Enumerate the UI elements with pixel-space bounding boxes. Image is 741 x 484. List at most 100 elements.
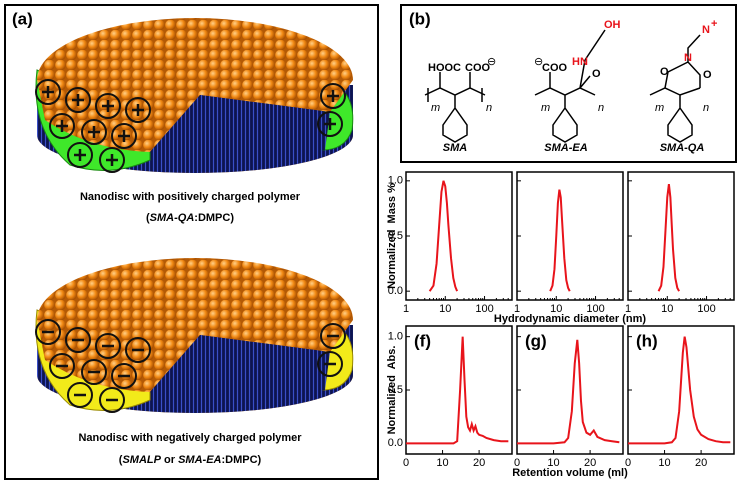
y-axis-label: Normalized Abs.	[386, 346, 398, 435]
panel-a-frame	[4, 4, 379, 480]
atom: HN	[572, 56, 588, 68]
charge-ring	[81, 119, 107, 145]
caption: Nanodisc with negatively charged polymer	[78, 432, 302, 444]
plot-frame	[516, 171, 624, 301]
caption-part: SMA-EA	[178, 454, 221, 466]
chart: 1 10 100	[514, 171, 624, 315]
charge-ring	[111, 363, 137, 389]
atom: N	[684, 52, 692, 64]
x-axis-label: Retention volume (ml)	[512, 467, 628, 479]
plot-frame	[627, 171, 735, 301]
caption-part: (	[146, 212, 150, 224]
cut-face	[150, 95, 330, 170]
caption-part: SMA-QA	[150, 212, 195, 224]
charge-ring	[67, 142, 93, 168]
atom: O	[703, 69, 712, 81]
charge-ring	[99, 387, 125, 413]
chart: 1 10 100 0.0 0.5 1.0	[388, 171, 513, 315]
line-series	[549, 189, 571, 292]
top-leaflet	[37, 18, 353, 152]
chart: 0 10 20 (h)	[625, 325, 735, 469]
charge-ring	[65, 87, 91, 113]
y-tick-label: 0.5	[388, 230, 403, 242]
charge-ring	[317, 111, 343, 137]
y-tick-label: 0.5	[388, 384, 403, 396]
caption-part: or	[161, 454, 178, 466]
line-series	[657, 184, 680, 292]
y-axis-label: Normalized Mass %	[386, 183, 398, 289]
sma-ea-structure	[534, 29, 606, 143]
line-series	[428, 180, 459, 292]
charge-ring	[35, 79, 61, 105]
caption-part: :DMPC)	[194, 212, 234, 224]
charge-ring	[317, 351, 343, 377]
x-tick-label: 10	[661, 303, 673, 315]
panel-label: (b)	[409, 9, 431, 28]
atom: ⊖	[534, 56, 543, 68]
caption: (SMA-QA:DMPC)	[146, 212, 234, 224]
caption: Nanodisc with positively charged polymer	[80, 191, 301, 203]
structures	[424, 29, 701, 143]
nanodisc	[35, 18, 354, 173]
charge-ring	[320, 83, 346, 109]
chart: 0 10 20 (g)	[514, 325, 624, 469]
charge-ring	[65, 327, 91, 353]
caption-part: SMALP	[122, 454, 161, 466]
caption-part: (	[119, 454, 123, 466]
chart: 0 10 20 0.0 0.5 1.0 (f)	[388, 325, 513, 469]
charge-ring	[35, 319, 61, 345]
nanodisc-illustrations	[35, 18, 354, 413]
atom: +	[711, 18, 717, 30]
atom: OH	[604, 19, 621, 31]
y-tick-label: 1.0	[388, 175, 403, 187]
panel-label: (a)	[12, 9, 33, 28]
atom: n	[598, 102, 604, 114]
plot-frame	[405, 325, 513, 455]
charge-ring	[99, 147, 125, 173]
charge-ring	[125, 337, 151, 363]
charge-ring	[49, 113, 75, 139]
x-tick-label: 10	[658, 457, 670, 469]
x-tick-label: 1	[514, 303, 520, 315]
x-tick-label: 10	[439, 303, 451, 315]
atom: m	[541, 102, 550, 114]
charge-ring	[95, 93, 121, 119]
x-tick-label: 100	[475, 303, 493, 315]
line-series	[628, 336, 731, 445]
charge-ring	[125, 97, 151, 123]
atom: O	[660, 66, 669, 78]
panel-label: (h)	[636, 331, 658, 350]
caption: (SMALP or SMA-EA:DMPC)	[119, 454, 262, 466]
polymer-name: SMA-QA	[660, 142, 705, 154]
sma-qa-structure	[649, 34, 701, 143]
panel-label: (g)	[525, 331, 547, 350]
atom: COO	[542, 62, 568, 74]
atom: COO	[465, 62, 491, 74]
x-tick-label: 20	[473, 457, 485, 469]
y-tick-label: 1.0	[388, 331, 403, 343]
x-tick-label: 0	[625, 457, 631, 469]
chart: 1 10 100	[625, 171, 735, 315]
plot-frame	[405, 171, 513, 301]
y-tick-label: 0.0	[388, 285, 403, 297]
charge-ring	[95, 333, 121, 359]
atom: N	[702, 24, 710, 36]
top-leaflet	[37, 258, 353, 392]
sma-structure	[424, 72, 486, 143]
atom: HOOC	[428, 62, 461, 74]
x-tick-label: 1	[403, 303, 409, 315]
atom: O	[592, 68, 601, 80]
nanodisc	[35, 258, 354, 413]
panel-b-frame	[400, 4, 737, 163]
atom: n	[486, 102, 492, 114]
x-tick-label: 1	[625, 303, 631, 315]
atom: ⊖	[487, 56, 496, 68]
line-series	[406, 336, 509, 445]
caption-part: :DMPC)	[221, 454, 261, 466]
charge-ring	[67, 382, 93, 408]
x-tick-label: 10	[547, 457, 559, 469]
x-tick-label: 20	[695, 457, 707, 469]
y-tick-label: 0.0	[388, 437, 403, 449]
